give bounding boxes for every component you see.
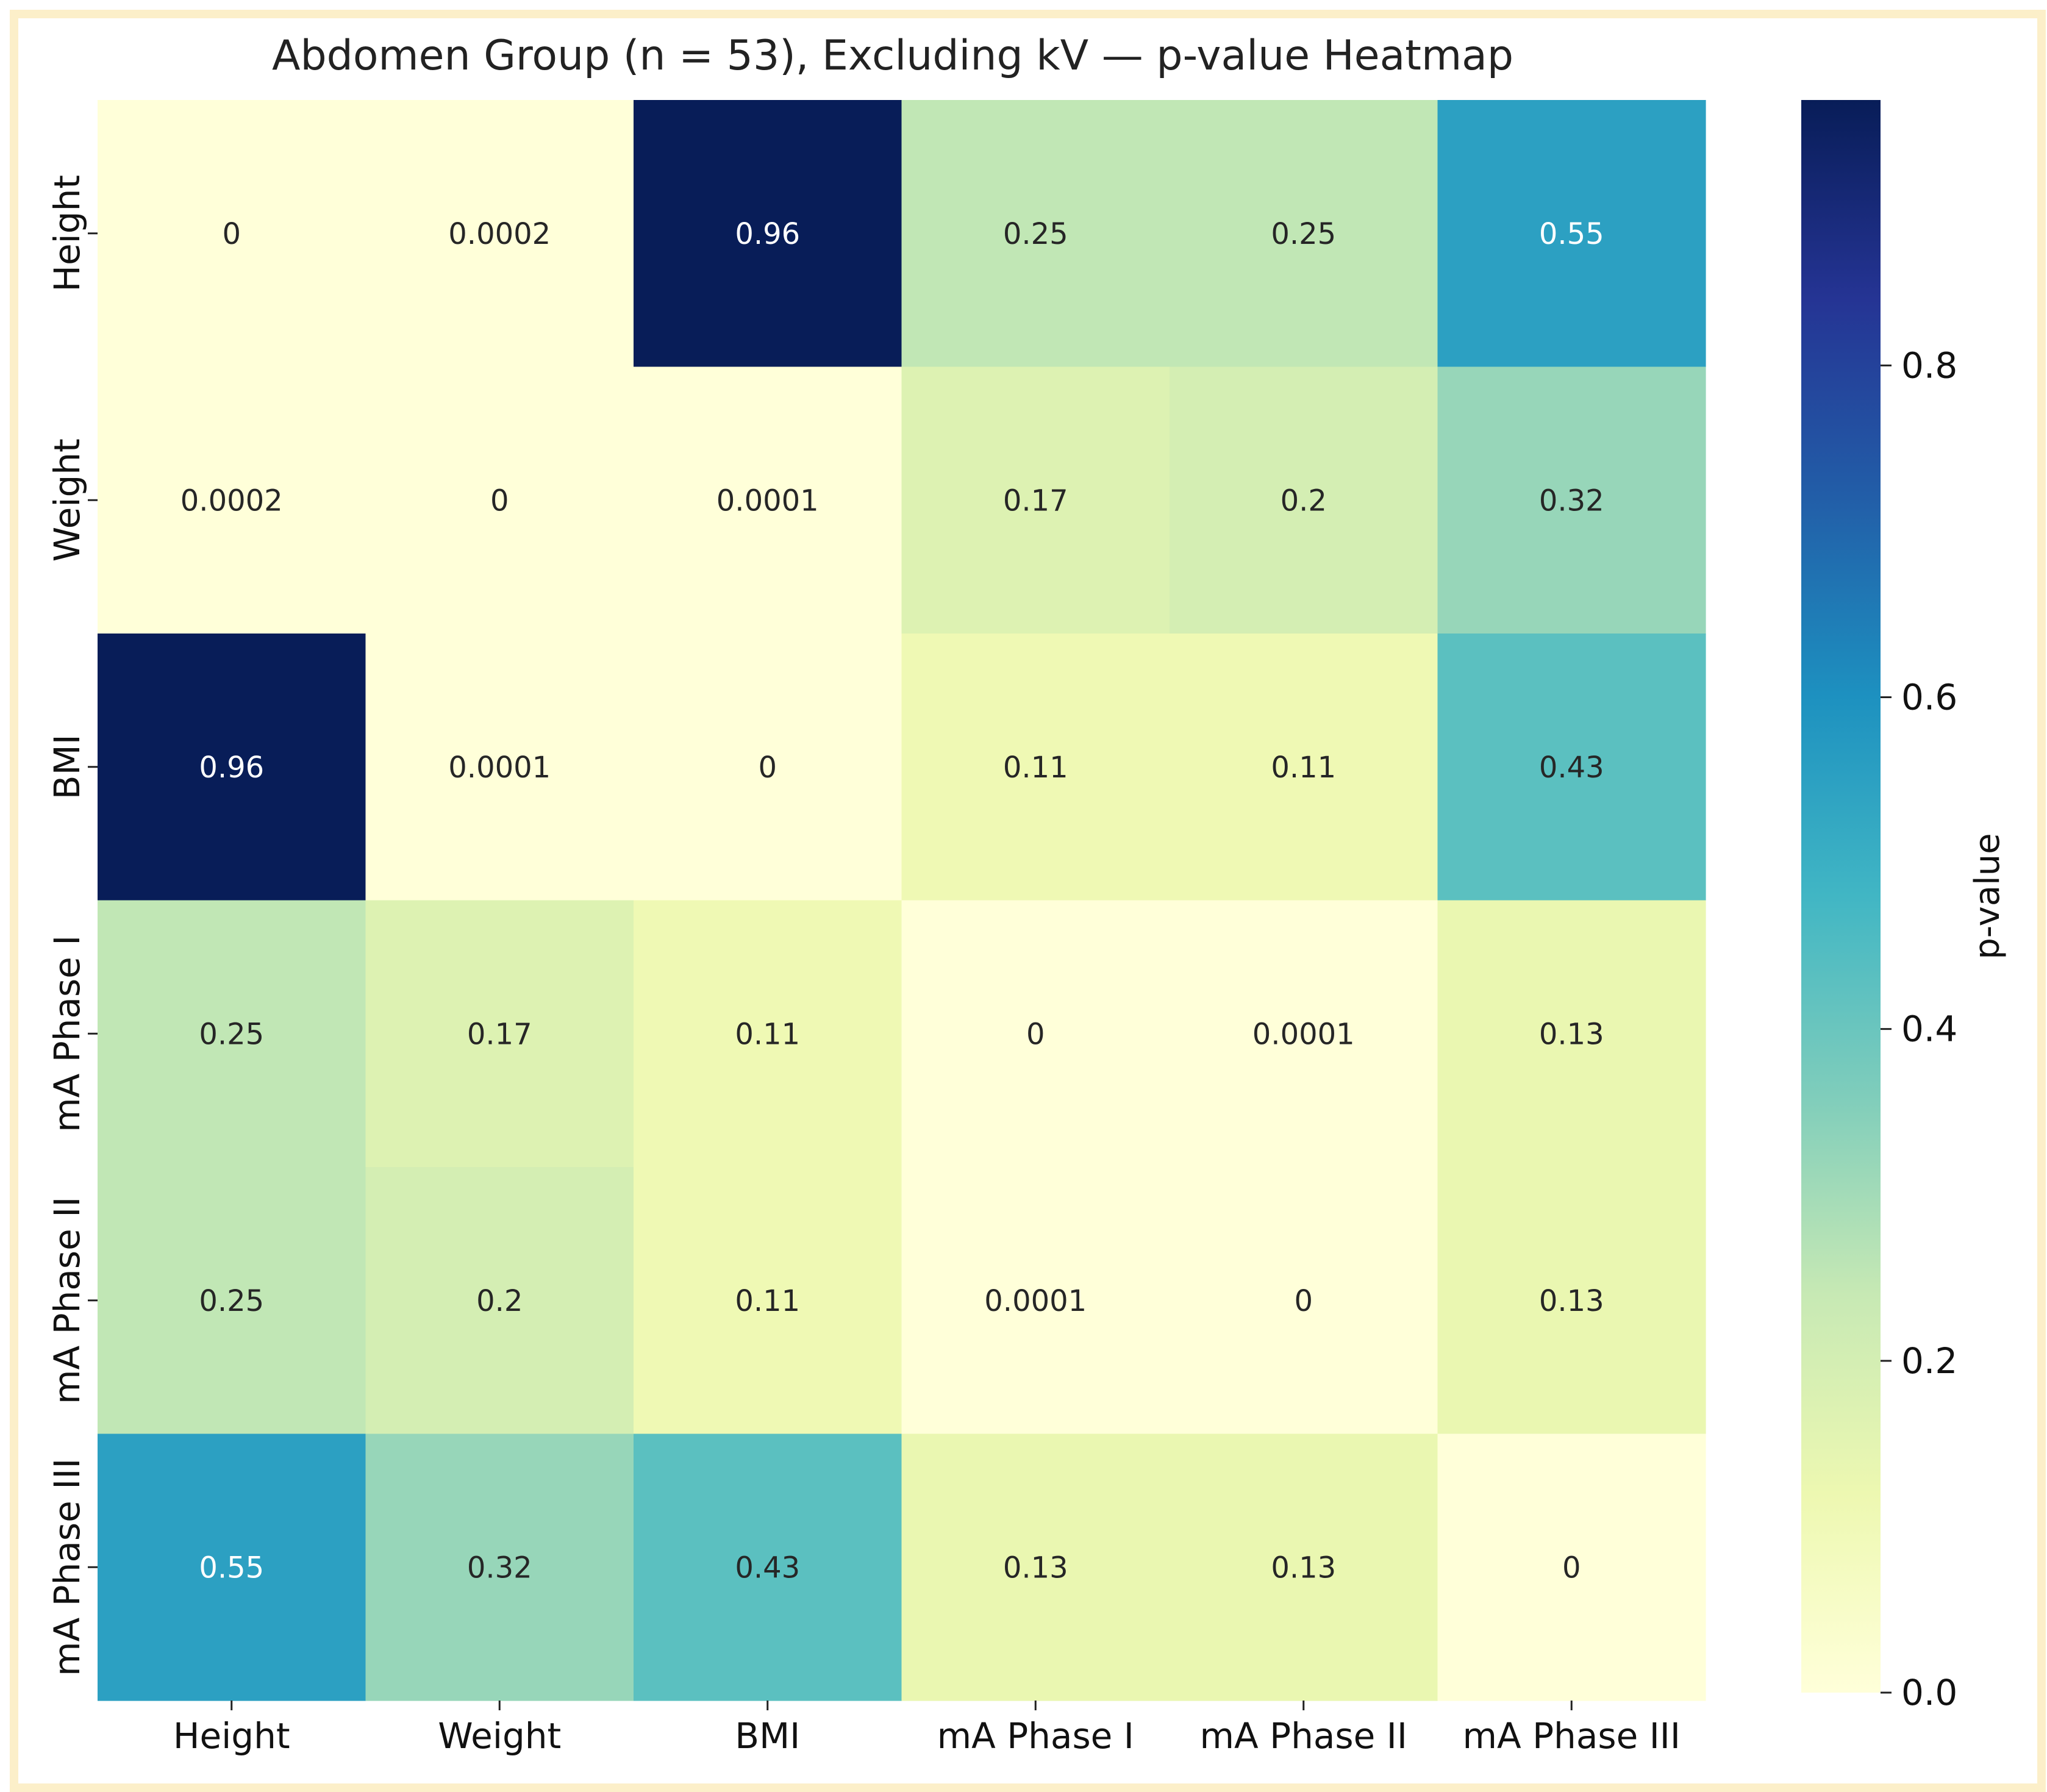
colorbar-label: p-value	[1968, 833, 2007, 959]
y-tick-label: mA Phase II	[46, 1197, 88, 1404]
cell-value-label: 0.25	[199, 1284, 264, 1318]
cell-value-label: 0.2	[476, 1284, 523, 1318]
heatmap-cell	[98, 1167, 366, 1435]
cell-value-label: 0.0001	[716, 484, 819, 518]
heatmap-cell	[1437, 634, 1706, 901]
cell-value-label: 0.17	[1003, 484, 1068, 518]
cell-value-label: 0.25	[199, 1017, 264, 1051]
x-tick-label: BMI	[735, 1715, 800, 1757]
colorbar: 0.0 0.2 0.4 0.6 0.8 p-value	[1801, 100, 2007, 1713]
p-value-heatmap-chart: Abdomen Group (n = 53), Excluding kV — p…	[46, 32, 2007, 1757]
colorbar-gradient	[1801, 100, 1881, 1693]
cell-value-label: 0.13	[1539, 1284, 1604, 1318]
cell-value-label: 0.32	[1539, 484, 1604, 518]
y-tick-label: Height	[46, 175, 88, 292]
heatmap-cell	[1170, 1433, 1438, 1701]
cell-value-label: 0	[1026, 1017, 1045, 1051]
colorbar-tick-label: 0.0	[1901, 1672, 1957, 1713]
heatmap-cell	[1170, 900, 1438, 1168]
cell-value-label: 0.13	[1271, 1551, 1336, 1585]
cell-value-label: 0.96	[199, 751, 264, 785]
cell-value-label: 0.25	[1003, 217, 1068, 251]
heatmap-cell	[1170, 1167, 1438, 1435]
heatmap-cells: 0 0.0002 0.96 0.25 0.25 0.55 0.0002 0 0.0001 0.17…	[98, 100, 1706, 1701]
cell-value-label: 0	[222, 217, 241, 251]
figure-frame: Abdomen Group (n = 53), Excluding kV — p…	[10, 10, 2046, 1792]
cell-value-label: 0.43	[1539, 751, 1604, 785]
cell-value-label: 0.11	[1271, 751, 1336, 785]
heatmap-cell	[901, 1167, 1170, 1435]
cell-value-label: 0.43	[735, 1551, 800, 1585]
cell-value-label: 0	[490, 484, 509, 518]
colorbar-tick-label: 0.4	[1901, 1008, 1957, 1050]
cell-value-label: 0.0001	[1252, 1017, 1355, 1051]
cell-value-label: 0	[1294, 1284, 1313, 1318]
heatmap-cell	[1437, 1433, 1706, 1701]
y-tick-label: Weight	[46, 438, 88, 562]
heatmap-cell	[98, 900, 366, 1168]
heatmap-cell	[901, 100, 1170, 368]
cell-value-label: 0.0001	[984, 1284, 1087, 1318]
cell-value-label: 0.55	[1539, 217, 1604, 251]
heatmap-cell	[365, 100, 634, 368]
cell-value-label: 0.2	[1281, 484, 1327, 518]
heatmap-cell	[365, 634, 634, 901]
cell-value-label: 0.0001	[448, 751, 551, 785]
y-tick-label: mA Phase I	[46, 935, 88, 1132]
heatmap-cell	[634, 634, 902, 901]
heatmap-cell	[98, 100, 366, 368]
heatmap-cell	[1437, 100, 1706, 368]
heatmap-cell	[1170, 100, 1438, 368]
heatmap-cell	[634, 100, 902, 368]
x-tick-label: Weight	[438, 1715, 561, 1757]
colorbar-ticks: 0.0 0.2 0.4 0.6 0.8	[1881, 344, 1957, 1713]
cell-value-label: 0.32	[467, 1551, 532, 1585]
heatmap-cell	[365, 366, 634, 634]
cell-value-label: 0.0002	[448, 217, 551, 251]
x-tick-label: mA Phase II	[1200, 1715, 1407, 1757]
y-axis: Height Weight BMI mA Phase I mA Phase II mA P…	[46, 175, 98, 1676]
cell-value-label: 0.96	[735, 217, 800, 251]
cell-value-label: 0.17	[467, 1017, 532, 1051]
heatmap-cell	[634, 366, 902, 634]
heatmap-cell	[901, 900, 1170, 1168]
heatmap-cell	[901, 366, 1170, 634]
cell-value-label: 0.13	[1539, 1017, 1604, 1051]
heatmap-cell	[98, 1433, 366, 1701]
colorbar-tick-label: 0.2	[1901, 1340, 1957, 1382]
x-axis: Height Weight BMI mA Phase I mA Phase II mA P…	[173, 1701, 1681, 1757]
heatmap-cell	[634, 1167, 902, 1435]
heatmap-cell	[365, 1433, 634, 1701]
cell-value-label: 0.25	[1271, 217, 1336, 251]
colorbar-tick-label: 0.6	[1901, 677, 1957, 718]
cell-value-label: 0.0002	[180, 484, 283, 518]
x-tick-label: mA Phase III	[1462, 1715, 1681, 1757]
heatmap-cell	[901, 1433, 1170, 1701]
heatmap-cell	[1437, 1167, 1706, 1435]
cell-value-label: 0.11	[735, 1017, 800, 1051]
heatmap-cell	[98, 366, 366, 634]
cell-value-label: 0.11	[735, 1284, 800, 1318]
heatmap-cell	[634, 1433, 902, 1701]
heatmap-cell	[901, 634, 1170, 901]
heatmap-cell	[1437, 366, 1706, 634]
heatmap-cell	[1170, 366, 1438, 634]
colorbar-tick-label: 0.8	[1901, 344, 1957, 386]
y-tick-label: BMI	[46, 734, 88, 799]
x-tick-label: Height	[173, 1715, 290, 1757]
cell-value-label: 0	[1562, 1551, 1581, 1585]
y-tick-label: mA Phase III	[46, 1458, 88, 1676]
x-tick-label: mA Phase I	[937, 1715, 1134, 1757]
heatmap-cell	[1437, 900, 1706, 1168]
heatmap-cell	[1170, 634, 1438, 901]
heatmap-cell	[365, 900, 634, 1168]
heatmap-cell	[365, 1167, 634, 1435]
heatmap-cell	[98, 634, 366, 901]
heatmap-cell	[634, 900, 902, 1168]
cell-value-label: 0.13	[1003, 1551, 1068, 1585]
cell-value-label: 0	[758, 751, 777, 785]
chart-title: Abdomen Group (n = 53), Excluding kV — p…	[272, 32, 1513, 80]
cell-value-label: 0.11	[1003, 751, 1068, 785]
cell-value-label: 0.55	[199, 1551, 264, 1585]
